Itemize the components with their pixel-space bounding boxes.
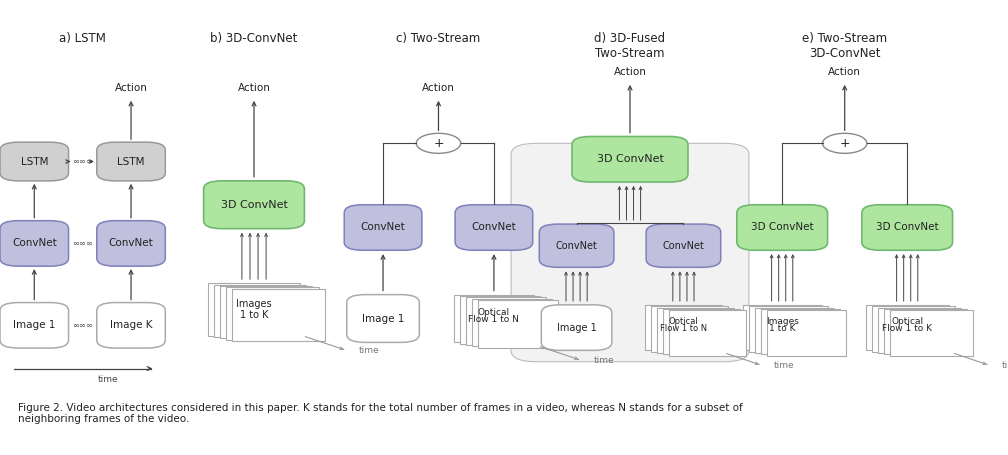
FancyBboxPatch shape	[204, 181, 304, 228]
FancyBboxPatch shape	[646, 224, 721, 267]
Text: 3D ConvNet: 3D ConvNet	[221, 200, 287, 210]
Text: Images: Images	[766, 317, 798, 326]
Text: Figure 2. Video architectures considered in this paper. K stands for the total n: Figure 2. Video architectures considered…	[18, 403, 743, 424]
FancyBboxPatch shape	[572, 136, 687, 182]
Text: Flow 1 to N: Flow 1 to N	[660, 324, 707, 333]
Text: 3D ConvNet: 3D ConvNet	[751, 222, 813, 233]
Bar	[645, 305, 722, 350]
Text: e) Two-Stream
3D-ConvNet: e) Two-Stream 3D-ConvNet	[802, 32, 887, 60]
Text: Action: Action	[829, 67, 861, 77]
Text: Flow 1 to K: Flow 1 to K	[882, 324, 932, 333]
Text: 1 to K: 1 to K	[769, 324, 795, 333]
Bar	[460, 296, 540, 344]
Text: Image 1: Image 1	[362, 313, 404, 324]
Text: Image K: Image K	[110, 320, 152, 330]
Text: Optical: Optical	[668, 317, 699, 326]
Bar	[890, 310, 973, 356]
Text: ∞∞∞: ∞∞∞	[73, 321, 93, 330]
Text: LSTM: LSTM	[20, 157, 48, 167]
Bar	[472, 299, 552, 347]
Text: Image 1: Image 1	[13, 320, 55, 330]
Bar	[872, 306, 955, 352]
Bar	[208, 283, 300, 336]
Text: Flow 1 to N: Flow 1 to N	[469, 315, 519, 324]
Text: ConvNet: ConvNet	[12, 238, 56, 248]
Text: LSTM: LSTM	[117, 157, 145, 167]
Text: b) 3D-ConvNet: b) 3D-ConvNet	[211, 32, 297, 45]
Bar	[214, 285, 306, 337]
FancyBboxPatch shape	[97, 142, 165, 181]
Text: Images: Images	[236, 299, 272, 309]
Bar	[232, 288, 325, 341]
Text: ConvNet: ConvNet	[472, 222, 516, 233]
Bar	[669, 310, 746, 356]
Text: Image 1: Image 1	[556, 323, 597, 333]
Text: time: time	[359, 346, 379, 355]
FancyBboxPatch shape	[862, 205, 953, 250]
Text: +: +	[840, 137, 850, 150]
Text: Action: Action	[422, 83, 455, 93]
Text: Action: Action	[238, 83, 270, 93]
FancyBboxPatch shape	[347, 295, 419, 342]
Bar	[663, 309, 740, 354]
Text: time: time	[98, 375, 118, 384]
Text: d) 3D-Fused
Two-Stream: d) 3D-Fused Two-Stream	[595, 32, 665, 60]
Bar	[755, 308, 834, 353]
Text: 3D ConvNet: 3D ConvNet	[597, 154, 663, 164]
FancyBboxPatch shape	[511, 143, 749, 362]
Bar	[657, 308, 734, 353]
FancyBboxPatch shape	[0, 221, 69, 266]
Circle shape	[416, 133, 461, 153]
Text: ConvNet: ConvNet	[361, 222, 405, 233]
Text: Action: Action	[115, 83, 147, 93]
Bar	[749, 306, 828, 352]
FancyBboxPatch shape	[345, 205, 421, 250]
Bar	[220, 286, 312, 339]
Bar	[761, 309, 840, 354]
FancyBboxPatch shape	[541, 305, 612, 350]
FancyBboxPatch shape	[97, 221, 165, 266]
Bar	[466, 298, 546, 345]
FancyBboxPatch shape	[737, 205, 828, 250]
Text: time: time	[1002, 361, 1008, 370]
Bar	[743, 305, 822, 350]
Text: ConvNet: ConvNet	[555, 241, 598, 251]
FancyBboxPatch shape	[0, 303, 69, 348]
Text: time: time	[774, 361, 794, 370]
Text: time: time	[594, 356, 614, 365]
Bar	[878, 308, 961, 353]
FancyBboxPatch shape	[456, 205, 532, 250]
FancyBboxPatch shape	[0, 142, 69, 181]
Text: c) Two-Stream: c) Two-Stream	[396, 32, 481, 45]
Text: Optical: Optical	[891, 317, 923, 326]
FancyBboxPatch shape	[97, 303, 165, 348]
Text: 1 to K: 1 to K	[240, 310, 268, 320]
Text: ∞∞∞: ∞∞∞	[73, 157, 93, 166]
Bar	[767, 310, 846, 356]
Text: a) LSTM: a) LSTM	[59, 32, 106, 45]
Text: ∞∞∞: ∞∞∞	[73, 239, 93, 248]
Text: Action: Action	[614, 67, 646, 77]
Bar	[454, 295, 534, 342]
Bar	[478, 300, 558, 348]
Circle shape	[823, 133, 867, 153]
Text: ConvNet: ConvNet	[662, 241, 705, 251]
FancyBboxPatch shape	[539, 224, 614, 267]
Text: ConvNet: ConvNet	[109, 238, 153, 248]
Bar	[884, 309, 967, 354]
Bar	[226, 288, 319, 339]
Text: Optical: Optical	[478, 308, 510, 317]
Bar	[866, 305, 949, 350]
Text: +: +	[433, 137, 444, 150]
Bar	[651, 306, 728, 352]
Text: 3D ConvNet: 3D ConvNet	[876, 222, 938, 233]
